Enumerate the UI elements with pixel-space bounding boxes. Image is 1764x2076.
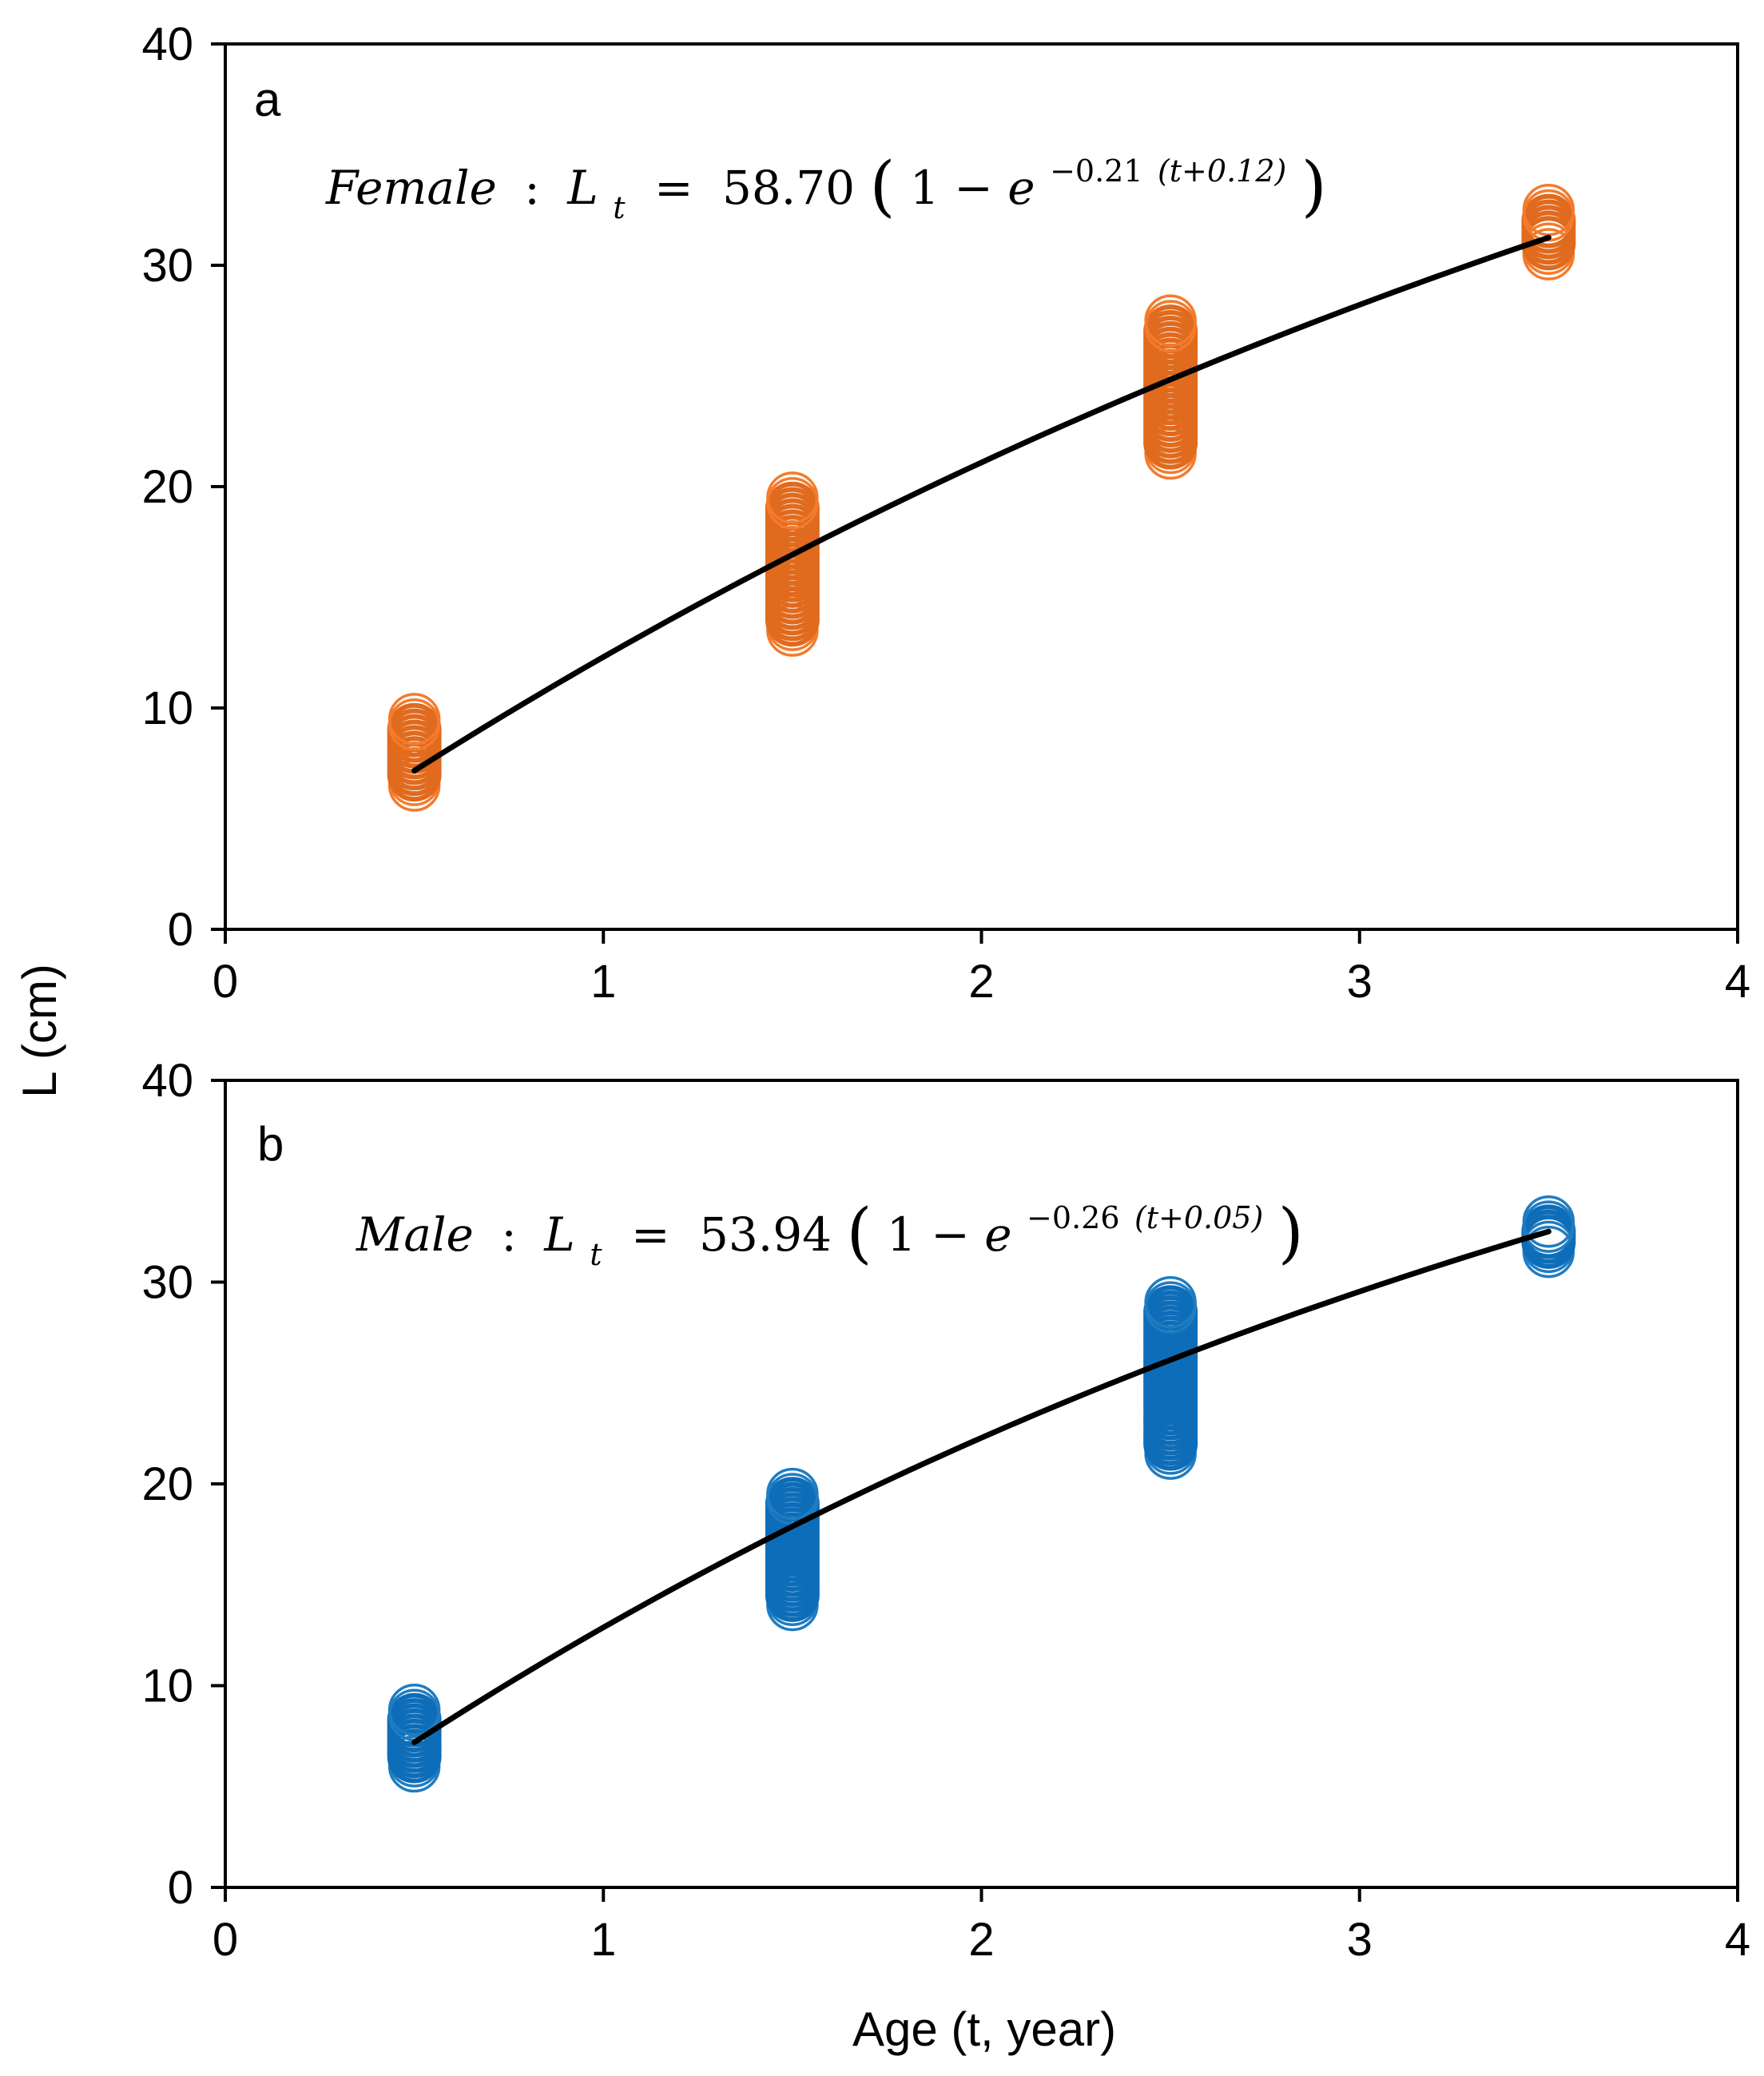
- panel-b-eq-lhs: L: [543, 1207, 575, 1262]
- panel-b-eq-inner: 1 −: [887, 1207, 984, 1262]
- panel-b-x-tick-label: 2: [968, 1914, 994, 1966]
- panel-a-eq-label: Female: [325, 161, 497, 215]
- panel-a-data-point: [1522, 184, 1575, 237]
- panel-a-y-tick-label: 0: [168, 904, 193, 956]
- panel-b-data-point: [387, 1684, 441, 1736]
- panel-b-eq-coef: 53.94: [699, 1207, 832, 1262]
- panel-a-y-tick-label: 20: [141, 461, 193, 513]
- panel-a-eq-equals: =: [654, 161, 693, 215]
- panel-a-equation: Female : L t = 58.70 ( 1 − e −0.21 (t+0.…: [325, 138, 1327, 229]
- panel-b-x-tick-label: 3: [1347, 1914, 1373, 1966]
- panel-a-eq-exp-par: (t+0.12): [1158, 153, 1286, 189]
- panel-a-eq-open: (: [869, 149, 895, 225]
- panel-a-eq-inner: 1 −: [910, 161, 1007, 215]
- panel-a-y-tick-label: 30: [141, 240, 193, 292]
- panel-b-eq-lhs-sub: t: [590, 1237, 602, 1272]
- panel-b-data-point: [1522, 1195, 1575, 1248]
- panel-b-eq-exp-par: (t+0.05): [1134, 1200, 1263, 1235]
- panel-b-eq-open: (: [846, 1195, 872, 1271]
- panel-a-eq-exp-pre: −0.21: [1050, 153, 1142, 189]
- panel-a-x-tick-label: 4: [1725, 956, 1750, 1008]
- y-axis-title: L (cm): [13, 964, 66, 1098]
- panel-b-equation: Male : L t = 53.94 ( 1 − e −0.26 (t+0.05…: [356, 1185, 1304, 1276]
- panel-b-y-tick-label: 20: [141, 1458, 193, 1510]
- panel-a-x-tick-label: 0: [213, 956, 238, 1008]
- panel-a-data-point: [766, 471, 819, 524]
- panel-a-x-tick-label: 2: [968, 956, 994, 1008]
- panel-b-x-tick-label: 4: [1725, 1914, 1750, 1966]
- panel-a-data-point: [1144, 294, 1197, 347]
- panel-a-x-tick-label: 3: [1347, 956, 1373, 1008]
- panel-b-y-tick-label: 10: [141, 1660, 193, 1712]
- panel-b-data-point: [766, 1467, 819, 1521]
- panel-b-fit-curve: [411, 1228, 1551, 1746]
- panel-a-eq-lhs-sub: t: [613, 190, 626, 225]
- panel-b-y-tick-label: 30: [141, 1257, 193, 1309]
- panel-b-y-tick-label: 40: [141, 1055, 193, 1107]
- panel-a-eq-coef: 58.70: [722, 161, 855, 215]
- panel-b-eq-equals: =: [631, 1207, 670, 1262]
- panel-b-x-tick-label: 0: [213, 1914, 238, 1966]
- panel-b-eq-exp-pre: −0.26: [1027, 1200, 1119, 1235]
- panel-b-y-tick-label: 0: [168, 1862, 193, 1914]
- panel-a-y-tick-label: 40: [141, 18, 193, 70]
- panel-b-letter: b: [257, 1117, 284, 1171]
- panel-a-fit-curve: [411, 234, 1551, 774]
- panel-a-letter: a: [254, 73, 281, 126]
- panel-a-data-point: [387, 693, 441, 746]
- panel-b-x-tick-label: 1: [590, 1914, 616, 1966]
- panel-a-points: [387, 184, 1576, 812]
- panel-a-x-tick-label: 1: [590, 956, 616, 1008]
- panel-b-eq-base: e: [984, 1207, 1011, 1262]
- panel-b-eq-label: Male: [356, 1207, 474, 1262]
- panel-a-eq-close: ): [1301, 149, 1327, 225]
- panel-a-eq-lhs: L: [566, 161, 598, 215]
- panel-b-points: [387, 1195, 1576, 1793]
- panel-b-eq-close: ): [1278, 1195, 1304, 1271]
- panel-a-eq-base: e: [1007, 161, 1035, 215]
- panel-b-eq-sep: :: [501, 1207, 517, 1262]
- panel-a-y-tick-label: 10: [141, 682, 193, 734]
- panel-b-plot-frame: [224, 1079, 1739, 1889]
- x-axis-title: Age (t, year): [852, 2002, 1116, 2056]
- panel-a-eq-sep: :: [524, 161, 540, 215]
- panel-b-data-point: [1144, 1276, 1197, 1329]
